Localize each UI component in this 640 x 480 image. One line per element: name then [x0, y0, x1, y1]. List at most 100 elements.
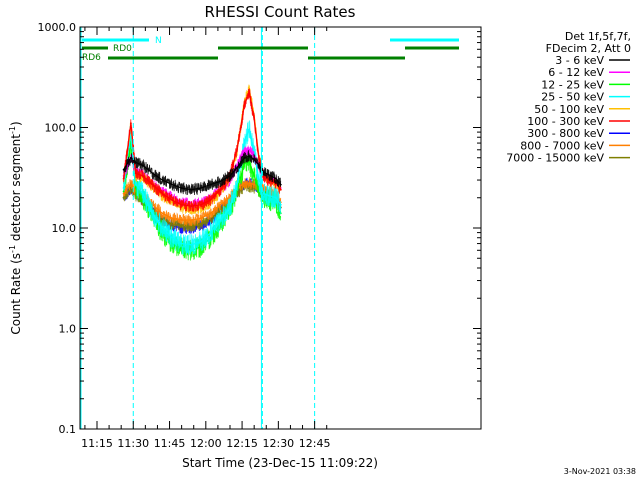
data-point-3-6-kev-20 — [275, 177, 277, 180]
data-point-3-6-kev-8 — [190, 188, 193, 191]
legend-label-7000-15000-kev: 7000 - 15000 keV — [506, 152, 604, 165]
data-point-100-300-kev-18 — [262, 176, 265, 179]
green-bar-label-rd6: RD6 — [82, 53, 101, 63]
data-point-3-6-kev-6 — [171, 183, 173, 186]
data-point-25-50-kev-17 — [258, 179, 260, 181]
x-tick-label: 12:00 — [190, 437, 222, 450]
data-point-800-7000-kev-5 — [161, 212, 164, 215]
data-point-800-7000-kev-14 — [243, 182, 246, 185]
y-axis-label: Count Rate (s-1 detector segment-1) — [8, 121, 23, 334]
legend-label-12-25-kev: 12 - 25 keV — [541, 78, 604, 91]
y-tick-label: 1000.0 — [38, 21, 77, 34]
data-point-7000-15000-kev-9 — [200, 222, 202, 225]
data-point-50-100-kev-6 — [171, 201, 173, 204]
marker-layer: N RD0 RD6 — [80, 27, 459, 429]
data-point-100-300-kev-17 — [258, 158, 260, 161]
data-point-25-50-kev-2 — [134, 183, 137, 186]
data-point-800-7000-kev-9 — [200, 217, 202, 220]
data-point-100-300-kev-14 — [243, 103, 246, 106]
data-point-100-300-kev-4 — [151, 183, 154, 186]
data-point-3-6-kev-17 — [258, 164, 260, 167]
x-tick-label: 12:15 — [226, 437, 258, 450]
data-point-800-7000-kev-0 — [122, 192, 125, 195]
data-point-6-12-kev-13 — [236, 164, 239, 167]
data-point-25-50-kev-8 — [190, 243, 193, 246]
data-point-100-300-kev-15 — [248, 92, 251, 94]
data-point-100-300-kev-9 — [200, 203, 202, 206]
legend-label-300-800-kev: 300 - 800 keV — [527, 127, 604, 140]
data-point-800-7000-kev-15 — [248, 182, 251, 185]
data-point-100-300-kev-2 — [134, 172, 137, 175]
data-point-800-7000-kev-16 — [253, 183, 256, 186]
chart-title: RHESSI Count Rates — [205, 3, 356, 21]
data-point-100-300-kev-10 — [209, 199, 212, 201]
data-point-100-300-kev-5 — [161, 192, 164, 195]
series-trace-100-300-kev — [123, 88, 282, 212]
data-point-25-50-kev-19 — [267, 194, 270, 197]
data-point-6-12-kev-15 — [248, 148, 251, 151]
data-point-100-300-kev-11 — [219, 188, 222, 191]
data-point-3-6-kev-11 — [219, 180, 222, 183]
data-point-3-6-kev-7 — [180, 187, 183, 189]
data-point-7000-15000-kev-6 — [171, 222, 173, 225]
data-point-25-50-kev-3 — [142, 192, 144, 195]
data-point-7000-15000-kev-7 — [180, 225, 183, 227]
data-point-100-300-kev-8 — [190, 205, 193, 208]
data-point-100-300-kev-3 — [142, 175, 144, 177]
data-point-3-6-kev-4 — [151, 172, 154, 175]
data-point-7000-15000-kev-0 — [122, 196, 125, 199]
y-tick-label: 1.0 — [59, 323, 77, 336]
data-point-25-50-kev-12 — [229, 206, 231, 209]
data-point-3-6-kev-13 — [236, 166, 239, 169]
legend-label-6-12-kev: 6 - 12 keV — [548, 66, 604, 79]
data-point-100-300-kev-1 — [130, 122, 132, 125]
data-point-3-6-kev-16 — [253, 158, 256, 161]
data-point-25-50-kev-9 — [200, 240, 202, 243]
data-point-100-300-kev-21 — [279, 188, 282, 191]
legend-header-line-2: FDecim 2, Att 0 — [546, 42, 631, 55]
data-point-12-25-kev-2 — [134, 187, 137, 189]
data-point-25-50-kev-10 — [209, 231, 212, 234]
data-point-3-6-kev-19 — [267, 173, 270, 176]
data-point-100-300-kev-6 — [171, 199, 173, 201]
y-tick-label: 10.0 — [52, 222, 77, 235]
data-point-100-300-kev-13 — [236, 147, 239, 150]
data-point-25-50-kev-11 — [219, 219, 222, 221]
data-point-3-6-kev-1 — [130, 156, 132, 159]
data-point-3-6-kev-21 — [279, 183, 282, 186]
data-point-25-50-kev-0 — [122, 187, 125, 189]
data-point-25-50-kev-4 — [151, 212, 154, 215]
data-point-25-50-kev-14 — [243, 139, 246, 142]
data-point-3-6-kev-0 — [122, 168, 125, 171]
data-point-3-6-kev-5 — [161, 179, 164, 181]
x-axis-label: Start Time (23-Dec-15 11:09:22) — [182, 456, 378, 470]
data-point-25-50-kev-15 — [248, 128, 251, 131]
cyan-bar-label: N — [155, 36, 162, 46]
data-point-3-6-kev-14 — [243, 156, 246, 159]
axis-layer: 11:15 11:30 11:45 12:00 12:15 12:30 12:45 0.1 1.… — [38, 21, 481, 450]
data-point-800-7000-kev-7 — [180, 219, 183, 221]
legend-label-800-7000-kev: 800 - 7000 keV — [520, 139, 604, 152]
data-point-25-50-kev-7 — [180, 242, 183, 245]
green-bar-label-rd0: RD0 — [113, 44, 132, 54]
data-point-800-7000-kev-1 — [130, 182, 132, 185]
data-point-3-6-kev-18 — [262, 171, 265, 174]
data-point-12-25-kev-16 — [253, 175, 256, 177]
legend-header-line-1: Det 1f,5f,7f, — [565, 30, 631, 43]
x-tick-label: 11:15 — [81, 437, 113, 450]
x-tick-label: 11:45 — [154, 437, 186, 450]
data-point-12-25-kev-15 — [248, 161, 251, 164]
x-tick-label: 12:30 — [262, 437, 294, 450]
data-point-25-50-kev-21 — [279, 203, 282, 206]
legend-label-100-300-kev: 100 - 300 keV — [527, 115, 604, 128]
data-point-800-7000-kev-10 — [209, 212, 212, 215]
x-tick-label: 11:30 — [117, 437, 149, 450]
data-point-800-7000-kev-8 — [190, 219, 193, 221]
data-point-25-50-kev-18 — [262, 192, 265, 195]
legend-label-50-100-kev: 50 - 100 keV — [534, 103, 604, 116]
data-point-3-6-kev-2 — [134, 161, 137, 164]
data-point-100-300-kev-7 — [180, 203, 183, 206]
data-point-800-7000-kev-11 — [219, 203, 222, 206]
